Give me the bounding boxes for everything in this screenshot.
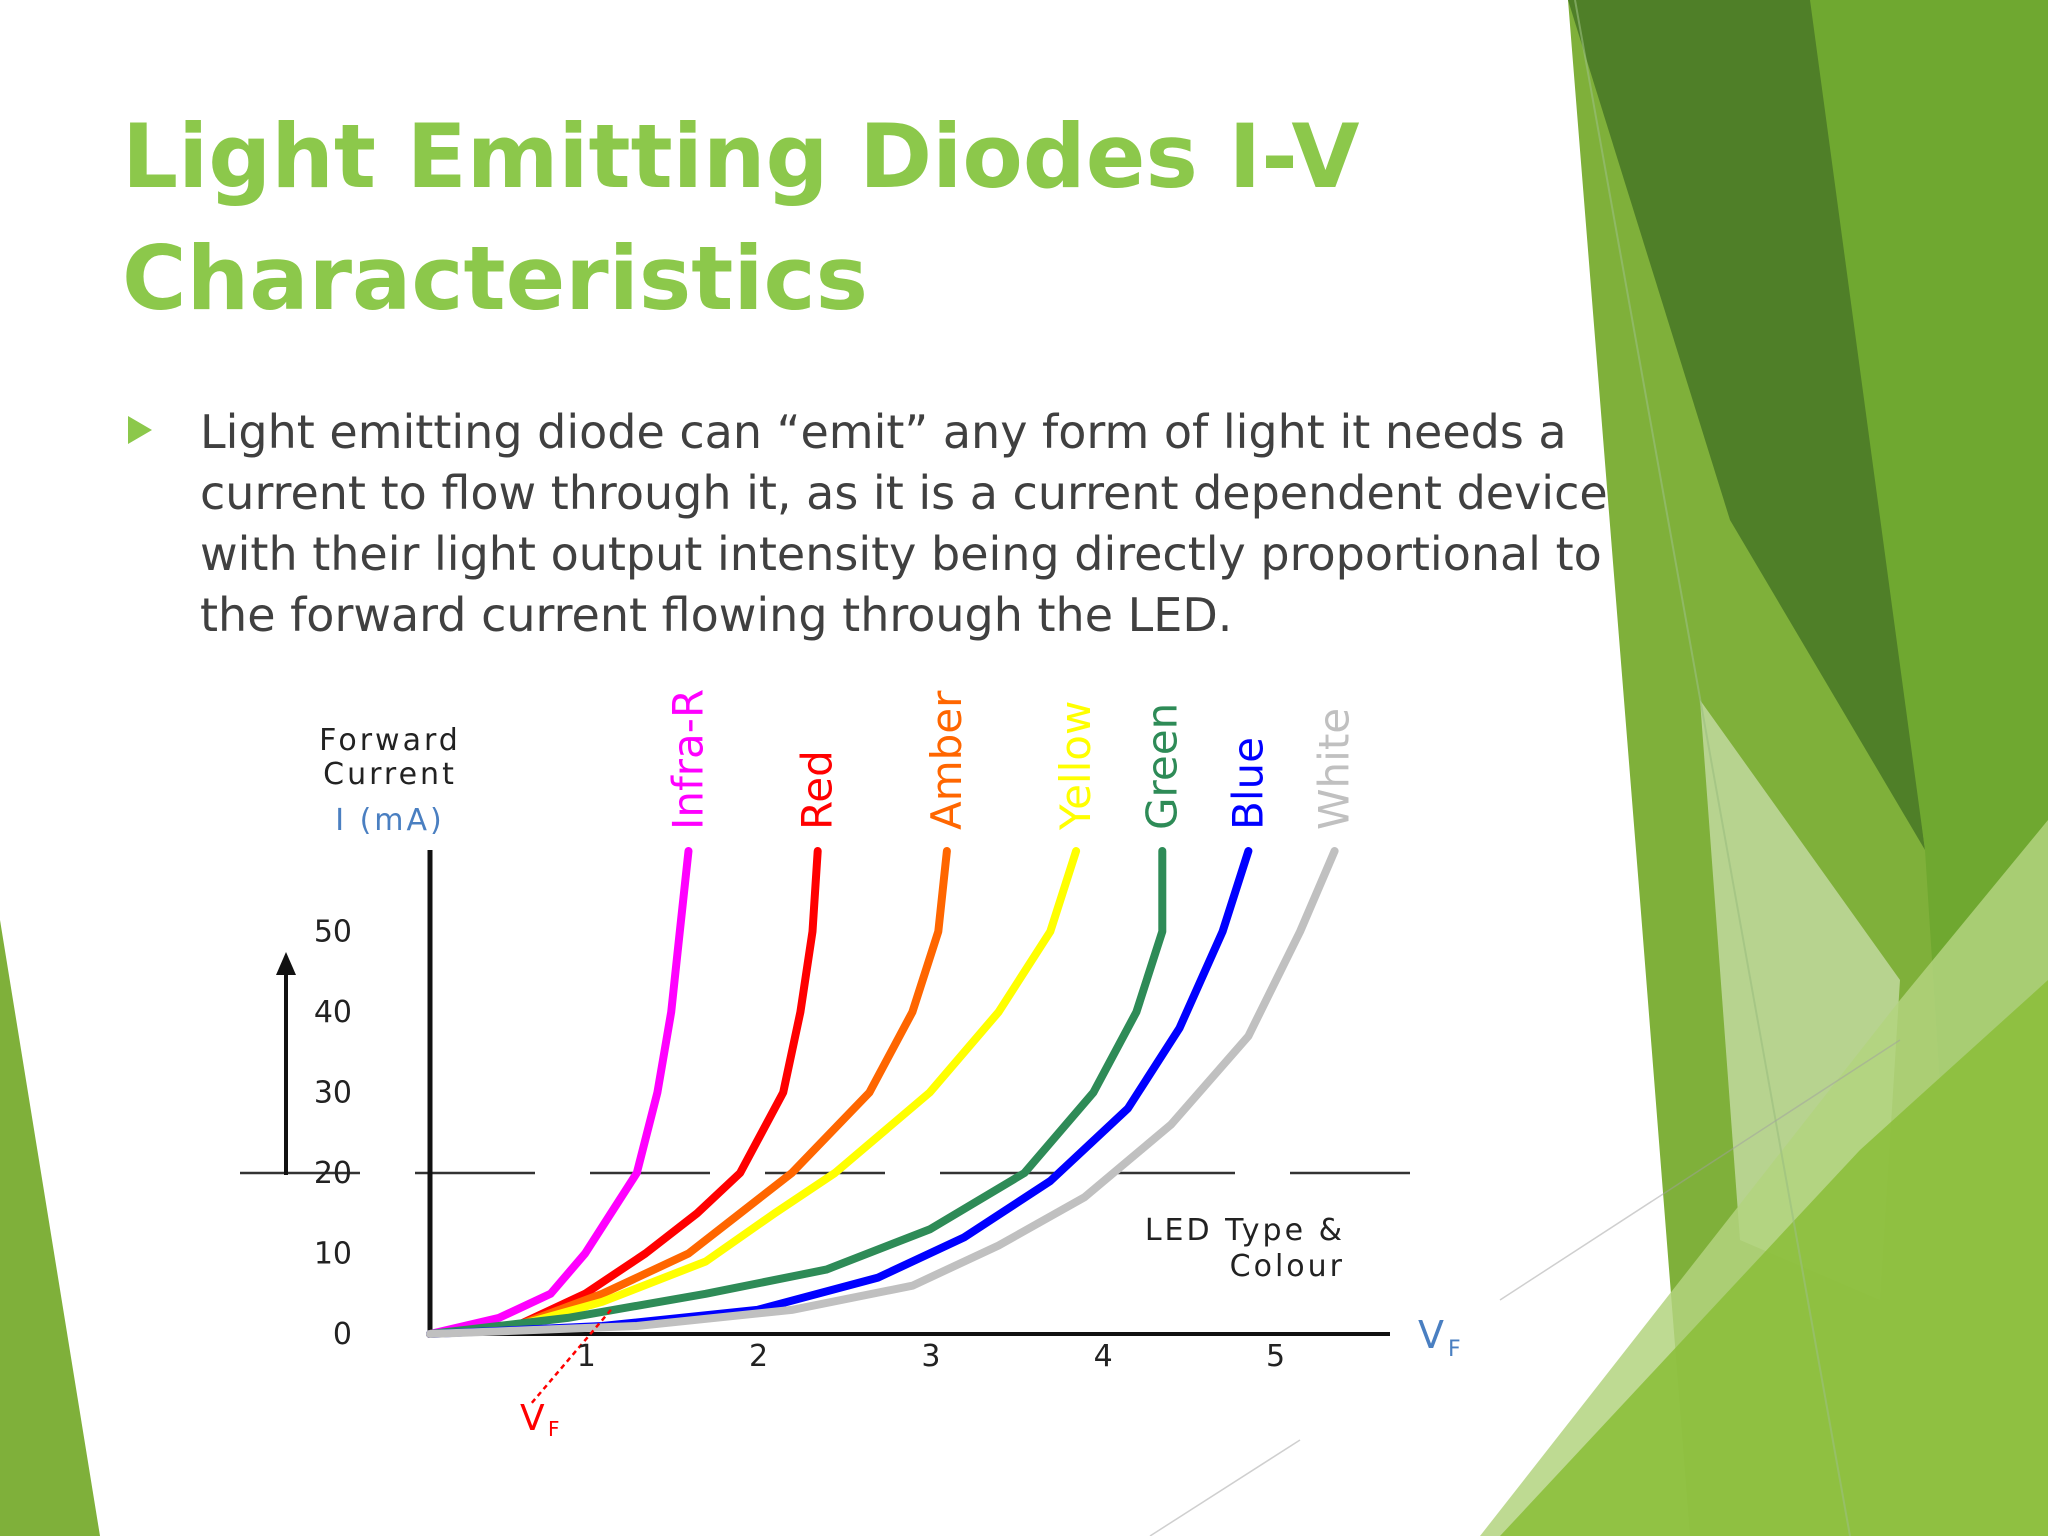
bullet-text-line: current to flow through it, as it is a c…: [200, 466, 1608, 520]
series-label: Blue: [1223, 737, 1272, 830]
threshold-pointer: [529, 1309, 612, 1406]
slide-title-line: Characteristics: [122, 227, 869, 330]
y-tick-label: 50: [314, 915, 352, 950]
x-tick-label: 5: [1266, 1339, 1285, 1374]
x-tick-label: 4: [1094, 1339, 1113, 1374]
led-iv-chart: Infra-Red Red Amber Yellow Green Blue White 0 10…: [240, 690, 1461, 1441]
chart-text: Infra-Red Red Amber Yellow Green Blue White 0 10…: [314, 690, 1461, 1441]
y-axis-title-line: Current: [323, 757, 457, 792]
y-axis-title-line: Forward: [319, 723, 461, 758]
series-label: Green: [1137, 703, 1186, 830]
series-label: Red: [793, 750, 842, 830]
x-tick-label: 2: [749, 1339, 768, 1374]
series-line-amber: [426, 847, 951, 1338]
y-tick-label: 20: [314, 1156, 352, 1191]
chart-series: [426, 847, 1339, 1406]
y-tick-label: 30: [314, 1076, 352, 1111]
series-line-red: [426, 847, 822, 1338]
series-line-infra-red: [426, 847, 693, 1338]
bullet-text-line: Light emitting diode can “emit” any form…: [200, 405, 1567, 459]
up-arrow-icon: [276, 952, 296, 975]
series-line-green: [426, 847, 1167, 1338]
x-axis-label-sub: F: [1448, 1337, 1461, 1362]
annotation-line: LED Type &: [1145, 1213, 1345, 1248]
x-axis-label: V: [1418, 1313, 1444, 1357]
series-label: Yellow: [1051, 701, 1100, 831]
x-tick-label: 3: [921, 1339, 940, 1374]
y-tick-label: 10: [314, 1237, 352, 1272]
series-line-yellow: [426, 847, 1081, 1338]
x-tick-label: 1: [577, 1339, 596, 1374]
slide-title: Light Emitting Diodes I-V Characteristic…: [122, 96, 1542, 340]
series-line-white: [426, 847, 1339, 1338]
bullet-arrow-icon: [128, 416, 152, 444]
series-label: Infra-Red: [663, 690, 712, 830]
bullet-text-line: with their light output intensity being …: [200, 527, 1602, 581]
series-label: Amber: [922, 690, 971, 830]
threshold-label: V: [520, 1398, 545, 1439]
annotation-line: Colour: [1230, 1249, 1345, 1284]
y-tick-label: 40: [314, 995, 352, 1030]
slide-title-line: Light Emitting Diodes I-V: [122, 105, 1360, 208]
y-axis-title-line: I (mA): [335, 803, 445, 838]
threshold-label-sub: F: [548, 1417, 560, 1441]
y-tick-label: 0: [333, 1317, 352, 1352]
bullet-text: Light emitting diode can “emit” any form…: [200, 402, 1680, 646]
series-label: White: [1310, 708, 1359, 830]
bullet-text-line: the forward current flowing through the …: [200, 588, 1233, 642]
